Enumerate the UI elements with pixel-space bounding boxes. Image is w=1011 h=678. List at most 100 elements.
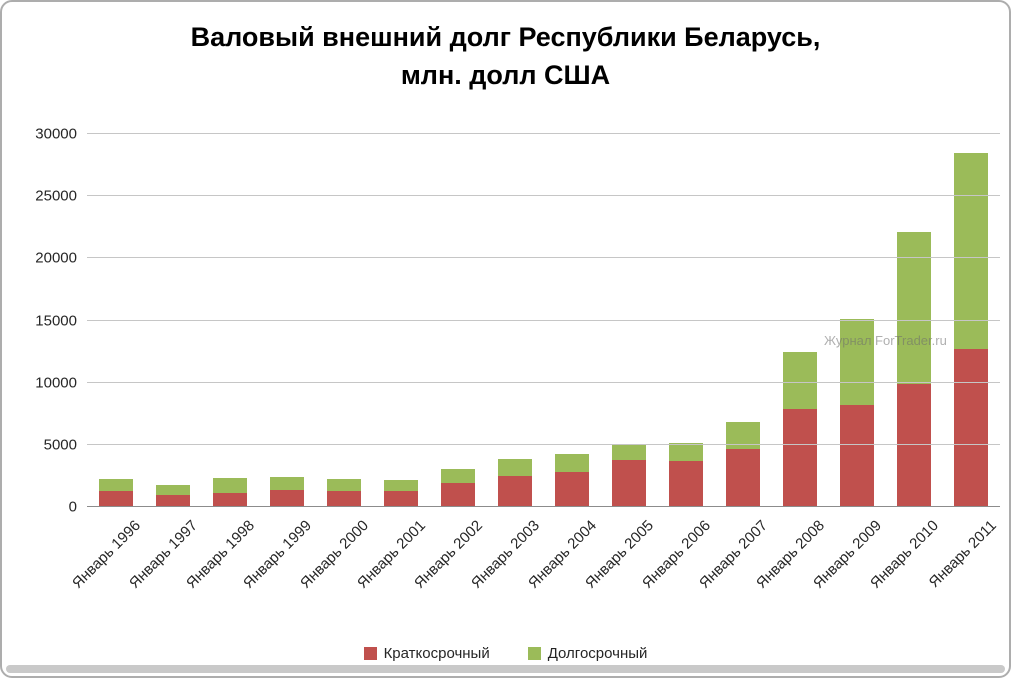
bar-slot: [601, 134, 658, 507]
legend-swatch: [363, 647, 377, 660]
bar-segment-short-term: [383, 491, 418, 507]
bar-stack: [383, 134, 418, 507]
x-slot: Январь 1998: [183, 507, 258, 629]
bar-slot: [429, 134, 486, 507]
bar-slot: [715, 134, 772, 507]
x-slot: Январь 2010: [868, 507, 943, 629]
bar-stack: [783, 134, 818, 507]
bar-segment-short-term: [669, 461, 704, 507]
bar-segment-short-term: [555, 472, 590, 507]
x-slot: Январь 2000: [297, 507, 372, 629]
bar-segment-short-term: [326, 490, 361, 507]
x-axis-labels: Январь 1996 Январь 1997 Январь 1998 Январь …: [69, 507, 1000, 629]
y-tick-label: 10000: [35, 374, 77, 392]
bar-segment-short-term: [840, 405, 875, 507]
bar-stack: [726, 134, 761, 507]
gridline: [87, 381, 1000, 383]
bar-slot: [201, 134, 258, 507]
bar-stack: [897, 134, 932, 507]
bar-segment-long-term: [383, 480, 418, 492]
bar-segment-short-term: [98, 490, 133, 507]
bar-stack: [497, 134, 532, 507]
x-slot: Январь 2001: [354, 507, 429, 629]
gridline: [87, 443, 1000, 445]
x-slot: Январь 1999: [240, 507, 315, 629]
bar-segment-long-term: [669, 442, 704, 461]
bar-stack: [440, 134, 475, 507]
bar-segment-short-term: [897, 383, 932, 507]
x-slot: Январь 1996: [69, 507, 144, 629]
bar-slot: [544, 134, 601, 507]
bar-stack: [555, 134, 590, 507]
bar-slot: [772, 134, 829, 507]
bar-segment-long-term: [897, 232, 932, 384]
bar-segment-long-term: [840, 319, 875, 406]
bar-segment-long-term: [497, 458, 532, 476]
bar-segment-short-term: [783, 408, 818, 507]
bar-stack: [669, 134, 704, 507]
bar-stack: [326, 134, 361, 507]
gridline: [87, 319, 1000, 321]
bar-segment-short-term: [155, 495, 190, 507]
gridline: [87, 257, 1000, 259]
y-tick-label: 5000: [43, 436, 77, 454]
x-axis-line: [87, 506, 1000, 507]
bar-segment-long-term: [954, 152, 989, 350]
bar-slot: [658, 134, 715, 507]
gridline: [87, 195, 1000, 197]
bar-segment-long-term: [612, 444, 647, 460]
bar-segment-short-term: [212, 493, 247, 507]
bar-segment-short-term: [440, 483, 475, 507]
y-tick-label: 30000: [35, 125, 77, 143]
bar-segment-short-term: [726, 448, 761, 507]
bar-segment-long-term: [269, 477, 304, 490]
bar-segment-short-term: [497, 475, 532, 507]
bar-stack: [612, 134, 647, 507]
bar-segment-long-term: [440, 469, 475, 484]
bar-slot: [486, 134, 543, 507]
bar-slot: [258, 134, 315, 507]
y-tick-label: 20000: [35, 249, 77, 267]
legend-item: Долгосрочный: [527, 645, 648, 662]
x-slot: Январь 2003: [468, 507, 543, 629]
chart-title-line2: млн. долл США: [400, 60, 611, 90]
y-tick-label: 0: [68, 498, 77, 516]
bar-segment-long-term: [98, 479, 133, 491]
bar-segment-short-term: [269, 489, 304, 507]
bar-segment-short-term: [612, 459, 647, 507]
watermark: Журнал ForTrader.ru: [824, 333, 947, 348]
gridline: [87, 133, 1000, 134]
bar-segment-long-term: [155, 485, 190, 496]
bar-segment-long-term: [555, 454, 590, 473]
bar-slot: [886, 134, 943, 507]
bars-layer: [87, 134, 1000, 507]
bar-slot: [315, 134, 372, 507]
legend-label: Долгосрочный: [547, 645, 648, 662]
bar-stack: [269, 134, 304, 507]
window-edge: [6, 665, 1005, 673]
bar-slot: [829, 134, 886, 507]
bar-segment-long-term: [212, 478, 247, 494]
bar-stack: [954, 134, 989, 507]
legend: Краткосрочный Долгосрочный: [2, 645, 1009, 662]
bar-stack: [840, 134, 875, 507]
bar-stack: [212, 134, 247, 507]
bar-segment-long-term: [326, 479, 361, 491]
bar-segment-long-term: [783, 351, 818, 409]
legend-label: Краткосрочный: [383, 645, 490, 662]
bar-slot: [943, 134, 1000, 507]
bar-segment-short-term: [954, 349, 989, 507]
bar-slot: [372, 134, 429, 507]
bar-stack: [155, 134, 190, 507]
chart-title: Валовый внешний долг Республики Беларусь…: [2, 18, 1009, 94]
chart-title-line1: Валовый внешний долг Республики Беларусь…: [190, 22, 821, 52]
legend-swatch: [527, 647, 541, 660]
legend-item: Краткосрочный: [363, 645, 490, 662]
plot-area: Январь 1996 Январь 1997 Январь 1998 Январь …: [35, 126, 1000, 592]
x-slot: Январь 2011: [925, 507, 1000, 629]
y-tick-label: 25000: [35, 187, 77, 205]
bar-slot: [87, 134, 144, 507]
x-slot: Январь 2002: [411, 507, 486, 629]
bar-stack: [98, 134, 133, 507]
